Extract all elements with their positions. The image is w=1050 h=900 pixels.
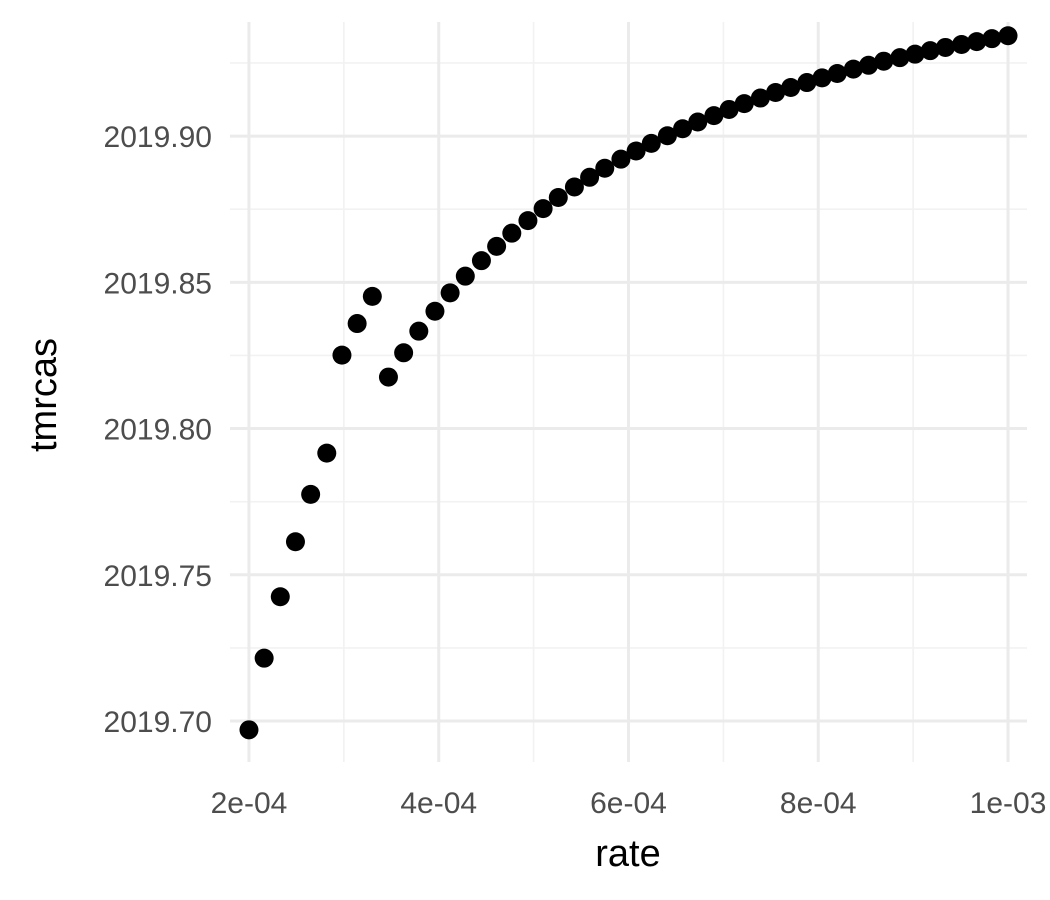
data-point (657, 126, 677, 146)
data-point (425, 301, 445, 321)
data-point (874, 51, 894, 71)
data-point (455, 266, 475, 286)
y-axis-tick-labels: 2019.70 2019.75 2019.80 2019.85 2019.90 (104, 121, 212, 739)
data-point (935, 37, 955, 57)
data-point (471, 251, 491, 271)
data-point (890, 48, 910, 68)
data-point (952, 35, 972, 55)
data-point (859, 55, 879, 75)
x-tick-label: 8e-04 (780, 787, 857, 820)
data-point (920, 41, 940, 61)
data-point (440, 283, 460, 303)
data-point (518, 211, 538, 231)
data-point (734, 94, 754, 114)
data-point (548, 187, 568, 207)
y-tick-label: 2019.90 (104, 121, 212, 154)
data-point (378, 367, 398, 387)
data-point (905, 44, 925, 64)
data-point (347, 314, 367, 334)
y-tick-label: 2019.80 (104, 414, 212, 447)
data-point (564, 177, 584, 197)
x-tick-label: 2e-04 (211, 787, 288, 820)
data-point (317, 443, 337, 463)
data-point (967, 32, 987, 52)
data-point (239, 720, 259, 740)
x-axis-title: rate (595, 833, 660, 875)
data-point (332, 345, 352, 365)
data-point (704, 106, 724, 126)
data-point (595, 158, 615, 178)
data-point (502, 223, 522, 243)
y-axis-title: tmrcas (23, 338, 65, 452)
data-point (641, 133, 661, 153)
major-gridlines (230, 22, 1027, 762)
data-point (673, 119, 693, 139)
data-point (781, 78, 801, 98)
data-point (766, 82, 786, 102)
data-point (580, 167, 600, 187)
x-tick-label: 4e-04 (400, 787, 477, 820)
x-tick-label: 6e-04 (590, 787, 667, 820)
data-point (394, 343, 414, 363)
data-point (270, 587, 290, 607)
y-tick-label: 2019.75 (104, 560, 212, 593)
x-tick-label: 1e-03 (970, 787, 1047, 820)
data-point (982, 29, 1002, 49)
data-point (362, 286, 382, 306)
data-points (239, 26, 1018, 740)
data-point (998, 26, 1018, 46)
data-point (254, 648, 274, 668)
x-axis-tick-labels: 2e-04 4e-04 6e-04 8e-04 1e-03 (211, 787, 1047, 820)
data-point (533, 199, 553, 219)
data-point (797, 73, 817, 93)
data-point (812, 68, 832, 88)
data-point (719, 99, 739, 119)
data-point (409, 321, 429, 341)
y-tick-label: 2019.70 (104, 706, 212, 739)
data-point (626, 141, 646, 161)
data-point (487, 236, 507, 256)
y-tick-label: 2019.85 (104, 267, 212, 300)
data-point (285, 532, 305, 552)
data-point (843, 59, 863, 79)
data-point (827, 63, 847, 83)
data-point (688, 112, 708, 132)
data-point (301, 484, 321, 504)
data-point (750, 88, 770, 108)
data-point (611, 149, 631, 169)
